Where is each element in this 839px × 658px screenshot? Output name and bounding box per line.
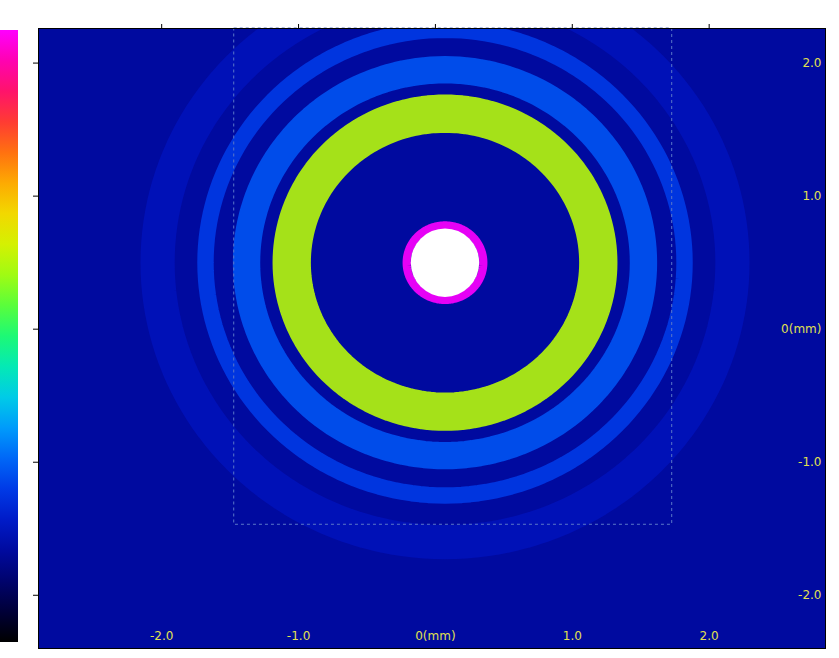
svg-text:1.0: 1.0 (802, 189, 821, 203)
svg-text:2.0: 2.0 (700, 629, 719, 643)
svg-text:0(mm): 0(mm) (781, 322, 821, 336)
svg-text:-2.0: -2.0 (798, 588, 821, 602)
svg-text:1.0: 1.0 (563, 629, 582, 643)
svg-text:0(mm): 0(mm) (415, 629, 455, 643)
svg-text:-1.0: -1.0 (287, 629, 310, 643)
svg-text:-2.0: -2.0 (150, 629, 173, 643)
svg-text:-1.0: -1.0 (798, 455, 821, 469)
svg-text:2.0: 2.0 (802, 56, 821, 70)
